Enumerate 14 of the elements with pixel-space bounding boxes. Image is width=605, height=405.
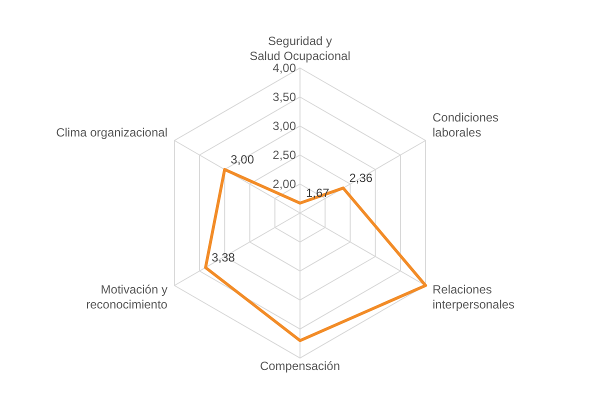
y-tick-label: 4,00 [272,61,296,75]
spoke-label: Compensación [260,359,340,373]
y-tick-label: 3,00 [272,119,296,133]
y-tick-label: 3,50 [272,90,296,104]
y-tick-label: 2,00 [272,177,296,191]
spoke-label: Condiciones laborales [432,110,502,140]
spoke-label: Clima organizacional [56,126,168,140]
data-label: 3,38 [212,250,236,265]
data-label: 2,36 [349,171,373,186]
y-tick-label: 2,50 [272,148,296,162]
spoke-label: Seguridad y Salud Ocupacional [250,34,350,63]
data-label: 3,00 [230,152,254,166]
spoke-label: Motivación y reconocimiento [86,282,168,312]
spoke-label: Relaciones interpersonales [432,282,515,312]
